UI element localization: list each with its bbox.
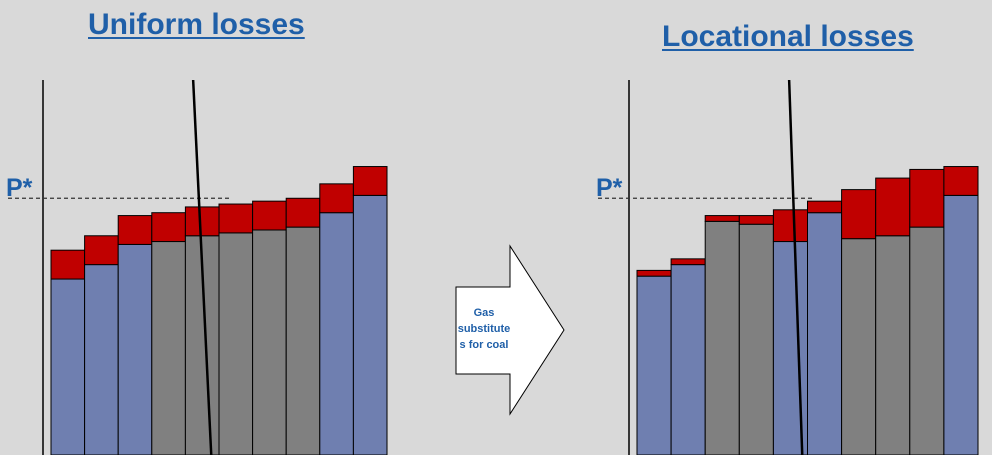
losses-bar-segment bbox=[670, 258, 706, 266]
uniform-losses-chart bbox=[8, 79, 388, 455]
uniform-losses-title: Uniform losses bbox=[88, 8, 305, 41]
demand-line bbox=[191, 79, 213, 455]
losses-bar-segment bbox=[772, 209, 809, 243]
demand-line bbox=[787, 79, 804, 455]
losses-bar-segment bbox=[704, 215, 740, 222]
arrow-label-line-3: s for coal bbox=[460, 339, 509, 351]
losses-bar-segment bbox=[84, 235, 119, 266]
arrow-label-line-2: substitute bbox=[458, 323, 511, 335]
p-star-label-right: P* bbox=[596, 174, 623, 202]
gas-cost-bar bbox=[807, 212, 843, 455]
gas-cost-bar bbox=[352, 194, 388, 455]
gas-cost-bar bbox=[84, 264, 119, 455]
losses-bar-segment bbox=[50, 249, 86, 280]
gas-cost-bar bbox=[772, 241, 809, 455]
coal-cost-bar bbox=[252, 229, 287, 455]
gas-cost-bar bbox=[117, 243, 153, 455]
gas-cost-bar bbox=[636, 275, 672, 455]
losses-bar-segment bbox=[636, 269, 672, 277]
gas-cost-bar bbox=[670, 264, 706, 455]
coal-cost-bar bbox=[285, 226, 321, 455]
gas-cost-bar bbox=[943, 194, 979, 455]
coal-cost-bar bbox=[151, 241, 186, 455]
losses-bar-segment bbox=[151, 212, 186, 243]
losses-bar-segment bbox=[218, 203, 254, 234]
arrow-label-line-1: Gas bbox=[474, 307, 495, 319]
losses-bar-segment bbox=[319, 183, 354, 214]
losses-bar-segment bbox=[738, 215, 774, 225]
losses-bar-segment bbox=[875, 177, 911, 237]
losses-bar-segment bbox=[943, 166, 979, 196]
locational-losses-title: Locational losses bbox=[662, 20, 914, 53]
losses-bar-segment bbox=[285, 197, 321, 228]
losses-bar-segment bbox=[807, 200, 843, 214]
losses-bar-segment bbox=[909, 168, 945, 228]
gas-cost-bar bbox=[50, 278, 86, 455]
coal-cost-bar bbox=[909, 226, 945, 455]
coal-cost-bar bbox=[875, 235, 911, 455]
transition-arrow: Gas substitute s for coal bbox=[455, 244, 565, 416]
coal-cost-bar bbox=[704, 220, 740, 455]
losses-bar-segment bbox=[252, 200, 287, 231]
p-star-label-left: P* bbox=[6, 174, 33, 202]
right-arrow-icon bbox=[455, 244, 565, 416]
losses-bar-segment bbox=[352, 166, 388, 196]
coal-cost-bar bbox=[218, 232, 254, 455]
locational-losses-chart bbox=[598, 79, 979, 455]
losses-bar-segment bbox=[841, 189, 877, 240]
coal-cost-bar bbox=[841, 238, 877, 455]
gas-cost-bar bbox=[319, 212, 354, 455]
losses-bar-segment bbox=[184, 206, 220, 237]
losses-bar-segment bbox=[117, 215, 153, 245]
coal-cost-bar bbox=[738, 223, 774, 455]
